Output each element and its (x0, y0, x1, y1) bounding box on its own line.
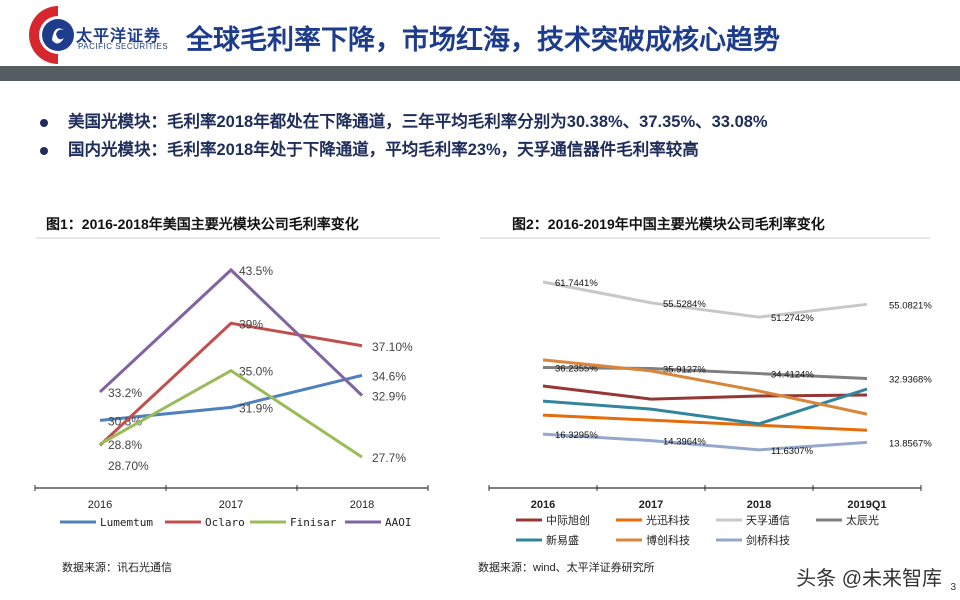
bullet-cn: 国内光模块：毛利率2018年处于下降通道，平均毛利率23%，天孚通信器件毛利率较… (40, 136, 699, 160)
chart1-legend-label: AAOI (385, 516, 412, 529)
chart2-data-label: 34.4124% (771, 370, 814, 381)
chart1-data-label: 28.70% (108, 459, 149, 473)
logo-icon (29, 6, 74, 64)
bullet-text: 国内光模块：毛利率2018年处于下降通道，平均毛利率23%，天孚通信器件毛利率较… (68, 141, 699, 159)
logo-name-en: PACIFIC SECURITIES (78, 42, 169, 51)
chart2-x-tick-label: 2016 (531, 499, 555, 511)
chart2-legend-label: 太辰光 (846, 513, 879, 527)
chart2-series-中际旭创 (542, 384, 868, 401)
chart1-data-label: 34.6% (372, 369, 406, 383)
chart2-series-剑桥科技 (542, 432, 868, 452)
chart1-data-label: 33.2% (108, 386, 142, 400)
chart2-series-太辰光 (542, 365, 868, 381)
chart2-data-label: 16.3295% (555, 430, 598, 441)
chart1-series-Lumemtum (99, 373, 363, 422)
chart2-data-label: 35.9127% (663, 365, 706, 376)
chart2-series-天孚通信 (542, 280, 868, 319)
chart2-series-光迅科技 (542, 413, 868, 432)
chart2-data-label: 14.3964% (663, 437, 706, 448)
chart1-series-Oclaro (98, 321, 363, 447)
chart1-data-label: 32.9% (372, 390, 406, 404)
chart1-data-label: 27.7% (372, 451, 406, 465)
chart1-data-label: 37.10% (372, 340, 413, 354)
chart1-x-tick-label: 2016 (88, 499, 112, 511)
chart2-legend-label: 天孚通信 (746, 514, 790, 527)
chart2-x-tick-label: 2019Q1 (847, 499, 886, 511)
bullet-us: 美国光模块：毛利率2018年都处在下降通道，三年平均毛利率分别为30.38%、3… (40, 108, 768, 132)
watermark: 头条 @未来智库 (796, 568, 942, 590)
logo-name-cn: 太平洋证券 (76, 28, 162, 45)
chart2-data-label: 36.2355% (555, 363, 598, 374)
chart1-title: 图1：2016-2018年美国主要光模块公司毛利率变化 (46, 216, 359, 232)
page-number: 3 (950, 582, 956, 593)
chart2-series-博创科技 (542, 358, 868, 416)
chart2-title: 图2：2016-2019年中国主要光模块公司毛利率变化 (512, 216, 825, 232)
chart2-data-label: 11.6307% (771, 446, 814, 457)
chart1-data-label: 31.9% (239, 401, 273, 415)
chart1-legend-label: Oclaro (205, 516, 245, 529)
chart1-x-tick-label: 2018 (350, 499, 374, 511)
chart1-series-AAOI (98, 267, 364, 397)
chart1-legend-label: Finisar (290, 516, 337, 529)
chart1-legend-label: Lumemtum (100, 516, 153, 529)
chart2-x-tick-label: 2017 (639, 499, 663, 511)
chart2-source: 数据来源：wind、太平洋证券研究所 (478, 562, 655, 574)
chart1-data-label: 35.0% (239, 365, 273, 379)
chart1-series-Finisar (99, 368, 363, 459)
chart2-data-label: 55.5284% (663, 299, 706, 310)
page-title: 全球毛利率下降，市场红海，技术突破成核心趋势 (186, 25, 780, 55)
chart2-data-label: 61.7441% (555, 278, 598, 289)
bullet-dot-icon (40, 118, 48, 127)
chart1-data-label: 39% (239, 317, 263, 331)
chart2-data-label: 13.8567% (889, 438, 932, 449)
chart2-legend-label: 剑桥科技 (746, 533, 790, 547)
chart2-data-label: 32.9368% (889, 375, 932, 386)
chart1-data-label: 43.5% (239, 264, 273, 278)
chart2-legend-label: 新易盛 (546, 533, 579, 547)
chart1-source: 数据来源：讯石光通信 (62, 562, 172, 574)
chart1-data-label: 28.8% (108, 438, 142, 452)
chart2-series-新易盛 (542, 387, 868, 426)
bullet-dot-icon (40, 146, 48, 155)
chart2-legend-label: 中际旭创 (546, 513, 590, 527)
chart2-legend-label: 博创科技 (646, 533, 690, 547)
header-divider-bar (0, 66, 960, 81)
chart2-x-tick-label: 2018 (747, 499, 771, 511)
bullet-text: 美国光模块：毛利率2018年都处在下降通道，三年平均毛利率分别为30.38%、3… (68, 113, 768, 131)
chart2-data-label: 51.2742% (771, 313, 814, 324)
chart1-x-tick-label: 2017 (219, 499, 243, 511)
chart2-data-label: 55.0821% (889, 300, 932, 311)
chart2-legend-label: 光迅科技 (646, 513, 690, 527)
